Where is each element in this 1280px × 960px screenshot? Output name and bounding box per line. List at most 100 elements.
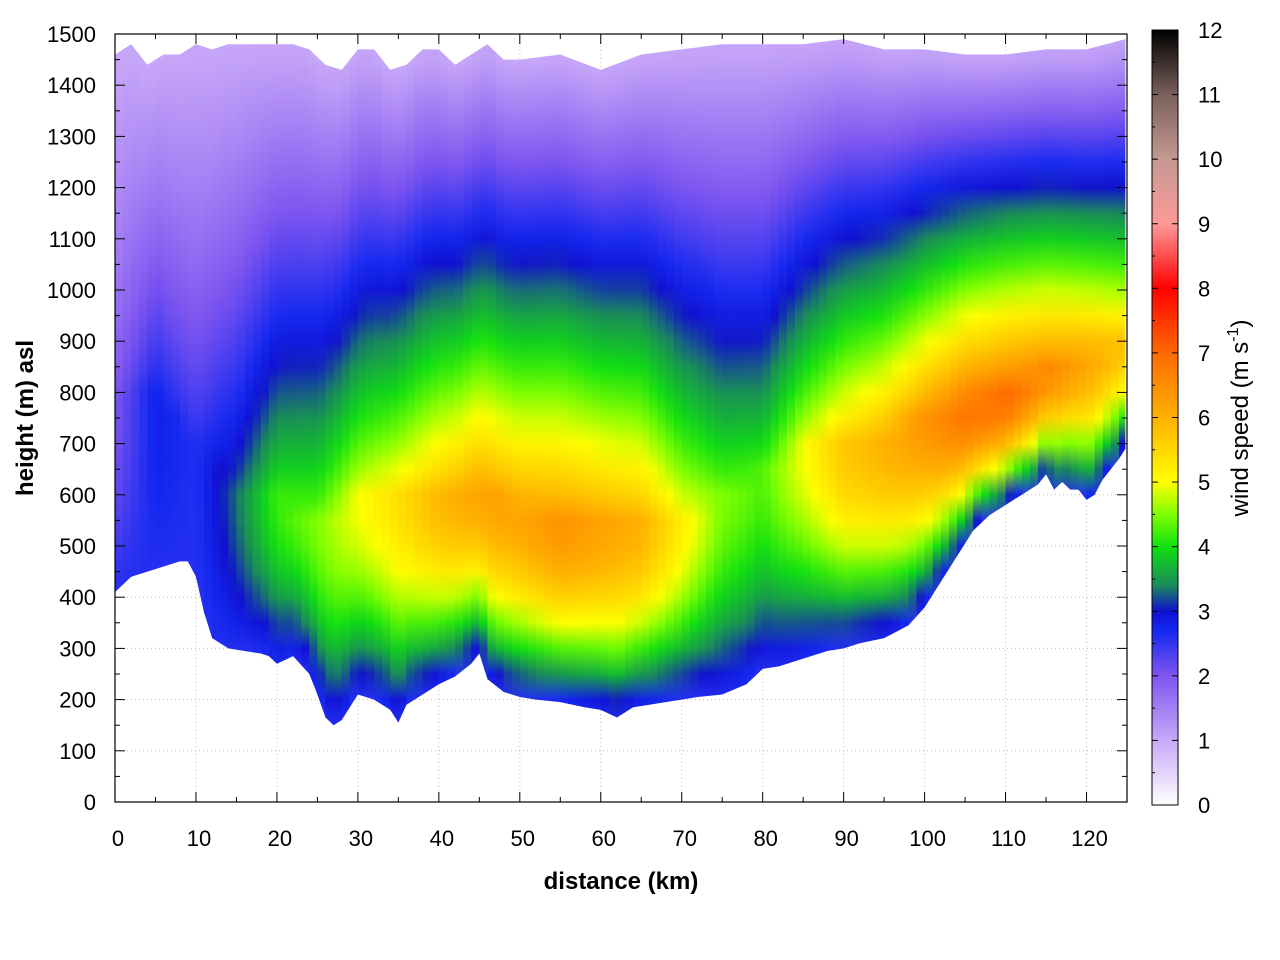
heatmap-column <box>859 39 869 726</box>
heatmap-column <box>276 39 286 726</box>
heatmap-column <box>592 39 602 726</box>
heatmap-column <box>349 39 359 726</box>
heatmap-column <box>519 39 529 726</box>
heatmap-column <box>446 39 456 726</box>
y-axis: 0 100 200 300 400 500 600 700 800 900 1000 1100 1200… <box>47 22 1127 815</box>
heatmap-column <box>754 39 764 726</box>
heatmap-column <box>892 39 901 726</box>
heatmap-column <box>1078 39 1088 726</box>
colorbar-tick-label: 12 <box>1198 18 1222 43</box>
x-tick-label: 40 <box>430 826 454 851</box>
heatmap-column <box>900 39 910 726</box>
heatmap-column <box>398 39 408 726</box>
heatmap-column <box>811 39 820 726</box>
colorbar-tick-label: 4 <box>1198 535 1210 560</box>
heatmap-column <box>220 39 229 726</box>
heatmap-column <box>876 39 885 726</box>
heatmap-column <box>560 39 569 726</box>
heatmap-column <box>1005 39 1015 726</box>
colorbar-title: wind speed (m s-1) <box>1225 320 1254 518</box>
heatmap-column <box>608 39 618 726</box>
heatmap-column <box>365 39 375 726</box>
heatmap-column <box>584 39 594 726</box>
heatmap-column <box>252 39 262 726</box>
heatmap-column <box>438 39 448 726</box>
heatmap-column <box>697 39 707 726</box>
heatmap-column <box>527 39 537 726</box>
heatmap-column <box>600 39 610 726</box>
heatmap-column <box>139 39 148 726</box>
heatmap-column <box>471 39 480 726</box>
colorbar-tick-label: 3 <box>1198 599 1210 624</box>
heatmap-column <box>228 39 238 726</box>
heatmap-column <box>1118 39 1126 726</box>
x-axis-title: distance (km) <box>544 868 699 895</box>
x-tick-label: 30 <box>349 826 373 851</box>
colorbar-tick-label: 10 <box>1198 147 1222 172</box>
heatmap-column <box>463 39 472 726</box>
heatmap-column <box>940 39 950 726</box>
heatmap-column <box>260 39 270 726</box>
heatmap-column <box>422 39 432 726</box>
heatmap-column <box>244 39 254 726</box>
y-tick-label: 1200 <box>47 176 96 201</box>
x-tick-label: 50 <box>511 826 535 851</box>
heatmap-column <box>722 39 731 726</box>
heatmap-column <box>827 39 837 726</box>
wind-speed-field <box>115 39 1126 726</box>
heatmap-column <box>932 39 942 726</box>
heatmap-column <box>956 39 966 726</box>
heatmap-column <box>795 39 804 726</box>
heatmap-column <box>924 39 934 726</box>
heatmap-column <box>948 39 958 726</box>
heatmap-column <box>301 39 310 726</box>
heatmap-column <box>746 39 756 726</box>
heatmap-column <box>738 39 748 726</box>
heatmap-column <box>1029 39 1039 726</box>
colorbar-tick-label: 2 <box>1198 664 1210 689</box>
heatmap-column <box>1013 39 1023 726</box>
heatmap-column <box>657 39 667 726</box>
y-tick-label: 700 <box>59 432 96 457</box>
x-tick-label: 60 <box>592 826 616 851</box>
heatmap-column <box>689 39 699 726</box>
heatmap-column <box>487 39 497 726</box>
heatmap-column <box>511 39 521 726</box>
heatmap-column <box>357 39 367 726</box>
heatmap-column <box>503 39 513 726</box>
heatmap-column <box>916 39 926 726</box>
y-tick-label: 100 <box>59 739 96 764</box>
heatmap-column <box>1037 39 1047 726</box>
heatmap-column <box>1102 39 1112 726</box>
heatmap-column <box>770 39 780 726</box>
heatmap-column <box>625 39 634 726</box>
heatmap-column <box>535 39 545 726</box>
y-axis-title: height (m) asl <box>12 340 39 496</box>
heatmap-column <box>641 39 650 726</box>
heatmap-column <box>204 39 213 726</box>
colorbar-title-main: wind speed (m s <box>1227 342 1254 518</box>
y-tick-label: 300 <box>59 636 96 661</box>
colorbar-title-superscript: -1 <box>1225 327 1242 341</box>
x-tick-label: 0 <box>112 826 124 851</box>
heatmap-column <box>576 39 586 726</box>
colorbar-tick-label: 7 <box>1198 341 1210 366</box>
y-tick-label: 600 <box>59 483 96 508</box>
colorbar-tick-label: 6 <box>1198 406 1210 431</box>
colorbar-tick-label: 0 <box>1198 793 1210 818</box>
heatmap-column <box>406 39 416 726</box>
heatmap-column <box>867 39 877 726</box>
heatmap-column <box>236 39 246 726</box>
heatmap-column <box>649 39 659 726</box>
heatmap-column <box>803 39 812 726</box>
heatmap-column <box>309 39 318 726</box>
heatmap-column <box>681 39 691 726</box>
y-tick-label: 1400 <box>47 73 96 98</box>
heatmap-column <box>131 39 140 726</box>
heatmap-column <box>786 39 796 726</box>
heatmap-column <box>778 39 788 726</box>
heatmap-column <box>908 39 918 726</box>
heatmap-column <box>317 39 327 726</box>
